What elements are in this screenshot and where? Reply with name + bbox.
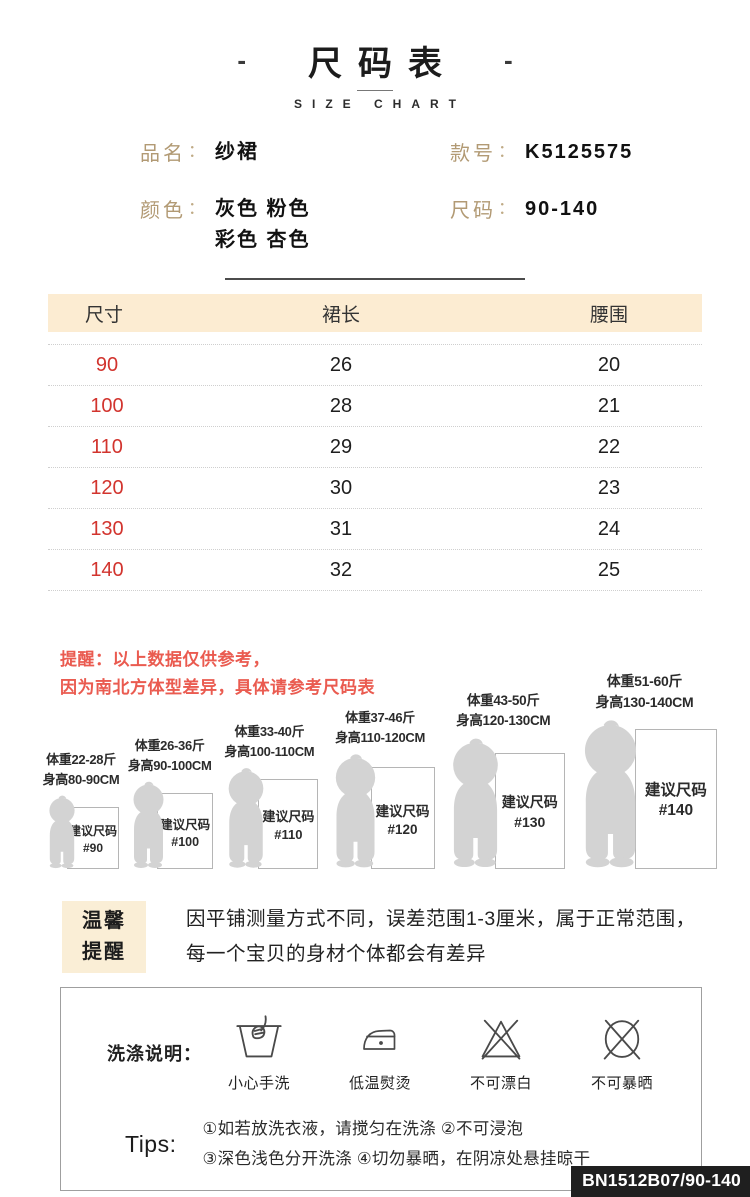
title-dash-left: -	[237, 45, 246, 75]
size-table-body: 90 26 20 100 28 21 110 29 22 120 30 23 1…	[48, 344, 702, 591]
size-table-header: 尺寸 裙长 腰围	[48, 294, 702, 332]
tips-section: Tips: ①如若放洗衣液，请搅匀在洗涤 ②不可浸泡 ③深色浅色分开洗涤 ④切勿…	[125, 1115, 701, 1174]
page-title: 尺码表	[308, 45, 458, 83]
page-header: - 尺码表 - SIZE CHART	[0, 0, 750, 111]
product-name-field: 品名 ： 纱裙	[140, 137, 450, 168]
section-divider	[225, 278, 525, 280]
size-guide-item-100: 体重26-36斤 身高90-100CM 建议尺码 #100	[127, 736, 214, 869]
table-row: 120 30 23	[48, 468, 702, 509]
size-range-field: 尺码 ： 90-140	[450, 194, 750, 256]
tips-label: Tips:	[125, 1131, 177, 1158]
warm-notice-badge: 温馨 提醒	[62, 901, 146, 973]
size-guide-item-90: 体重22-28斤 身高80-90CM 建议尺码 #90	[43, 750, 120, 869]
wash-instructions-label: 洗涤说明：	[107, 1043, 202, 1064]
suggest-size-box: 建议尺码 #90	[67, 807, 119, 869]
color-label: 颜色	[140, 200, 186, 222]
care-item-no-sun: 不可暴晒	[591, 1012, 653, 1093]
warm-notice: 温馨 提醒 因平铺测量方式不同，误差范围1-3厘米，属于正常范围， 每一个宝贝的…	[62, 901, 750, 973]
child-silhouette-icon	[133, 781, 164, 868]
table-row: 90 26 20	[48, 345, 702, 386]
size-range-label: 尺码	[450, 200, 496, 222]
sku-badge: BN1512B07/90-140	[571, 1166, 750, 1197]
suggest-size-box: 建议尺码 #120	[370, 767, 435, 869]
table-row: 130 31 24	[48, 509, 702, 550]
child-silhouette-icon	[49, 795, 75, 869]
colon: ：	[498, 199, 515, 218]
care-instructions-box: 洗涤说明： 小心手洗	[60, 987, 702, 1191]
colon: ：	[188, 142, 205, 161]
table-row: 100 28 21	[48, 386, 702, 427]
suggest-size-box: 建议尺码 #130	[494, 753, 565, 869]
no-sun-dry-icon	[603, 1019, 641, 1060]
column-header-waist: 腰围	[589, 304, 628, 326]
size-guide-item-120: 体重37-46斤 身高110-120CM 建议尺码 #120	[327, 708, 435, 869]
care-item-hand-wash: 小心手洗	[228, 1012, 290, 1093]
color-field: 颜色 ： 灰色 粉色 彩色 杏色	[140, 194, 450, 256]
child-silhouette-icon	[584, 720, 637, 868]
title-dash-right: -	[504, 45, 513, 75]
no-bleach-icon	[481, 1019, 521, 1060]
size-guide-item-140: 体重51-60斤 身高130-140CM 建议尺码 #140	[573, 671, 717, 869]
tips-text: ①如若放洗衣液，请搅匀在洗涤 ②不可浸泡 ③深色浅色分开洗涤 ④切勿暴晒，在阴凉…	[202, 1120, 591, 1168]
style-number-field: 款号 ： K5125575	[450, 137, 750, 168]
colon: ：	[498, 142, 515, 161]
reference-reminder: 提醒：以上数据仅供参考， 因为南北方体型差异，具体请参考尺码表	[60, 650, 375, 697]
product-name-value: 纱裙	[215, 141, 259, 163]
product-name-label: 品名	[140, 143, 186, 165]
column-header-size: 尺寸	[85, 304, 124, 326]
product-info: 品名 ： 纱裙 款号 ： K5125575 颜色 ： 灰色 粉色 彩色 杏色 尺…	[140, 137, 750, 256]
column-header-skirt-length: 裙长	[321, 304, 360, 326]
size-range-value: 90-140	[525, 198, 600, 220]
suggest-size-box: 建议尺码 #110	[258, 779, 319, 869]
style-number-value: K5125575	[525, 141, 634, 163]
title-underline	[357, 90, 393, 91]
size-table: 尺寸 裙长 腰围 90 26 20 100 28 21 110 29 22 12…	[48, 294, 702, 591]
iron-low-temp-icon	[363, 1029, 396, 1050]
style-number-label: 款号	[450, 143, 496, 165]
child-silhouette-icon	[335, 754, 375, 868]
warm-notice-text: 因平铺测量方式不同，误差范围1-3厘米，属于正常范围， 每一个宝贝的身材个体都会…	[186, 908, 696, 966]
colon: ：	[188, 199, 205, 218]
size-guide-item-110: 体重33-40斤 身高100-110CM 建议尺码 #110	[221, 722, 319, 869]
child-silhouette-icon	[229, 768, 264, 868]
size-guide-item-130: 体重43-50斤 身高120-130CM 建议尺码 #130	[443, 691, 565, 869]
page-subtitle: SIZE CHART	[294, 97, 466, 111]
color-value: 灰色 粉色 彩色 杏色	[215, 198, 311, 251]
hand-wash-icon	[236, 1015, 282, 1058]
child-silhouette-icon	[452, 738, 498, 868]
suggest-size-box: 建议尺码 #100	[157, 793, 214, 869]
care-item-no-bleach: 不可漂白	[470, 1012, 532, 1093]
table-row: 140 32 25	[48, 550, 702, 591]
table-row: 110 29 22	[48, 427, 702, 468]
care-item-iron: 低温熨烫	[349, 1016, 411, 1093]
suggest-size-box: 建议尺码 #140	[634, 729, 717, 869]
size-guide-strip: 体重22-28斤 身高80-90CM 建议尺码 #90 体重26-36斤 身高90…	[43, 671, 717, 869]
